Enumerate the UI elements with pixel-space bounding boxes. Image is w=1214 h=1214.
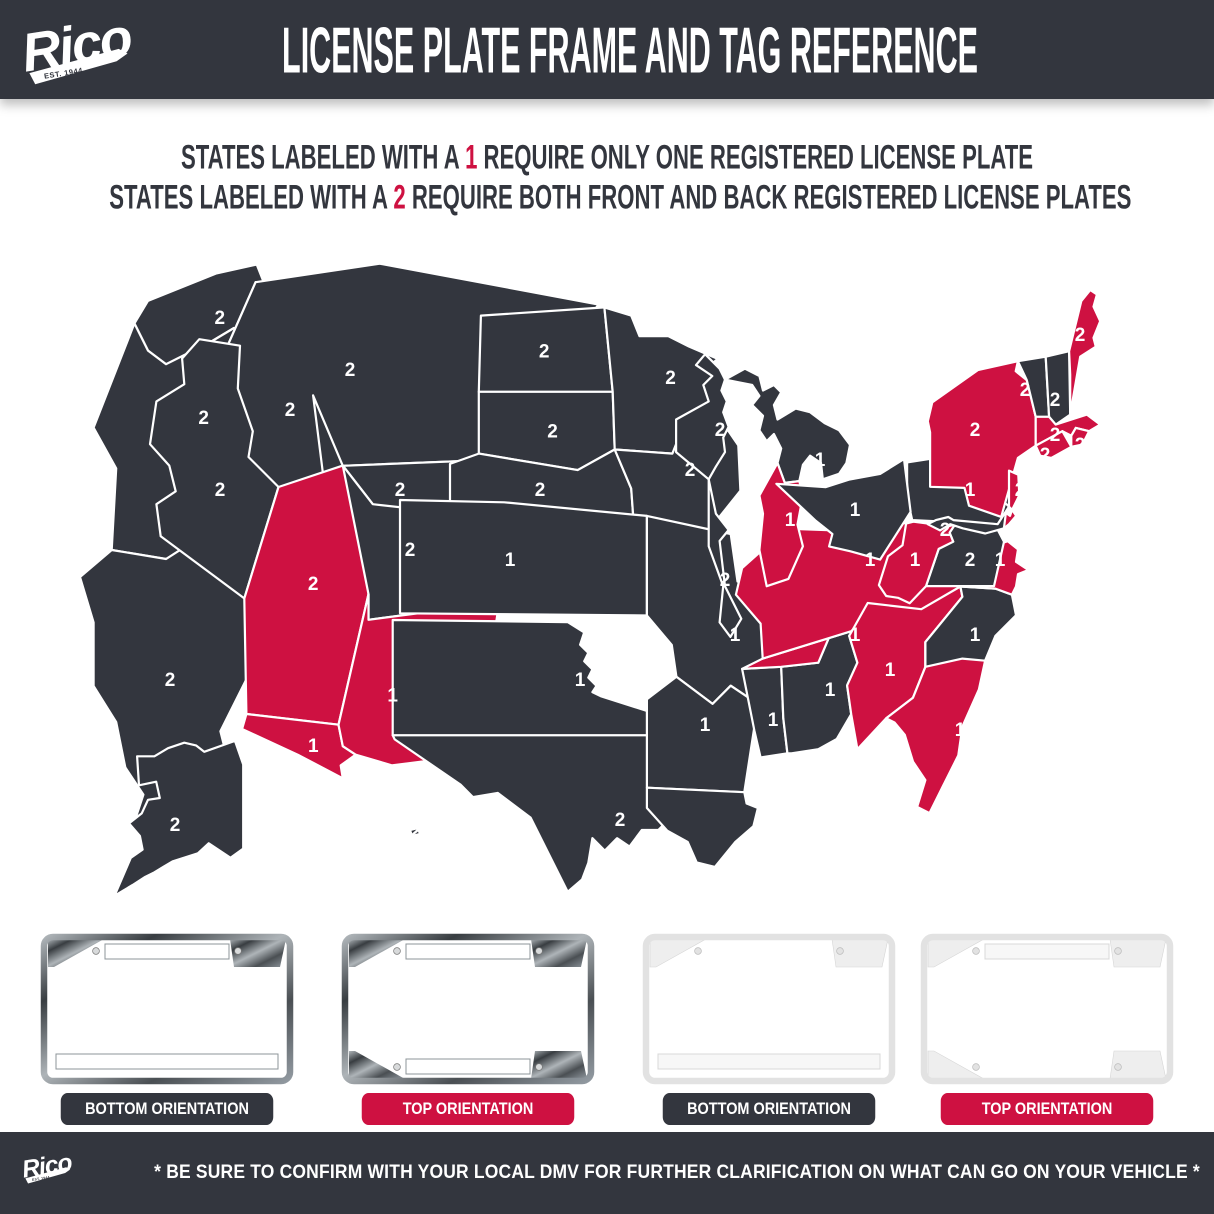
svg-text:2: 2 [285, 400, 296, 421]
svg-text:2: 2 [1015, 480, 1026, 501]
svg-text:2: 2 [685, 460, 696, 481]
svg-text:2: 2 [970, 420, 981, 441]
svg-text:1: 1 [785, 510, 796, 531]
svg-text:2: 2 [410, 822, 421, 843]
svg-text:2: 2 [940, 520, 951, 541]
svg-text:1: 1 [825, 680, 836, 701]
svg-text:2: 2 [165, 670, 176, 691]
svg-text:2: 2 [1075, 325, 1086, 346]
svg-text:2: 2 [405, 540, 416, 561]
svg-text:1: 1 [730, 625, 741, 646]
svg-text:2: 2 [345, 360, 356, 381]
svg-text:1: 1 [387, 685, 398, 706]
svg-text:2: 2 [1075, 435, 1086, 456]
svg-text:1: 1 [505, 550, 516, 571]
svg-text:1: 1 [815, 450, 826, 471]
svg-text:1: 1 [700, 715, 711, 736]
svg-text:2: 2 [720, 570, 731, 591]
svg-text:2: 2 [547, 421, 558, 442]
svg-text:2: 2 [215, 480, 226, 501]
svg-text:1: 1 [970, 625, 981, 646]
svg-text:1: 1 [995, 550, 1006, 571]
svg-text:1: 1 [850, 500, 861, 521]
svg-text:1: 1 [885, 660, 896, 681]
svg-text:2: 2 [1050, 390, 1061, 411]
svg-text:1: 1 [955, 720, 966, 741]
svg-text:2: 2 [308, 574, 319, 595]
svg-text:1: 1 [865, 550, 876, 571]
svg-text:2: 2 [1020, 380, 1031, 401]
svg-text:1: 1 [675, 840, 686, 861]
svg-text:2: 2 [615, 810, 626, 831]
svg-text:1: 1 [1075, 500, 1086, 521]
svg-text:2: 2 [665, 368, 676, 389]
svg-text:1: 1 [965, 480, 976, 501]
svg-text:2: 2 [170, 815, 181, 836]
svg-text:2: 2 [965, 550, 976, 571]
svg-text:1: 1 [575, 670, 586, 691]
svg-text:2: 2 [1040, 445, 1051, 466]
svg-text:2: 2 [198, 408, 209, 429]
svg-text:2: 2 [715, 420, 726, 441]
svg-text:2: 2 [535, 480, 546, 501]
svg-text:2: 2 [539, 342, 550, 363]
svg-text:1: 1 [850, 625, 861, 646]
svg-text:1: 1 [308, 736, 319, 757]
svg-text:1: 1 [910, 550, 921, 571]
svg-text:2: 2 [1050, 425, 1061, 446]
svg-text:2: 2 [395, 480, 406, 501]
svg-text:2: 2 [215, 308, 226, 329]
svg-text:1: 1 [768, 710, 779, 731]
